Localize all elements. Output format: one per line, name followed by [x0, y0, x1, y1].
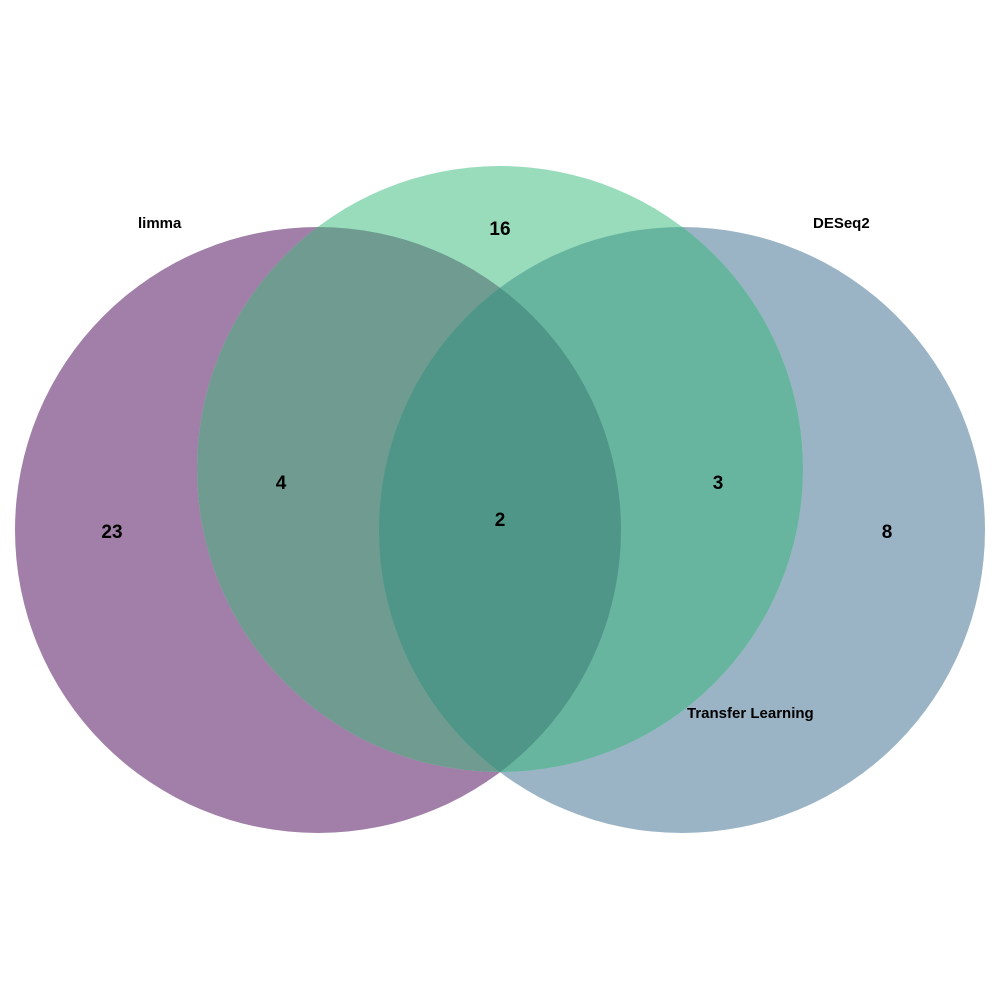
count-transfer-deseq2: 3 [713, 473, 724, 494]
count-limma-only: 23 [101, 522, 122, 543]
count-transfer-only: 16 [489, 219, 510, 240]
count-all-three: 2 [495, 510, 506, 531]
set-label-limma: limma [138, 215, 182, 232]
count-deseq2-only: 8 [882, 522, 893, 543]
set-label-transfer-learning: Transfer Learning [687, 705, 814, 722]
overlap-all-three [379, 227, 621, 772]
count-limma-transfer: 4 [276, 473, 287, 494]
set-label-deseq2: DESeq2 [813, 215, 870, 232]
